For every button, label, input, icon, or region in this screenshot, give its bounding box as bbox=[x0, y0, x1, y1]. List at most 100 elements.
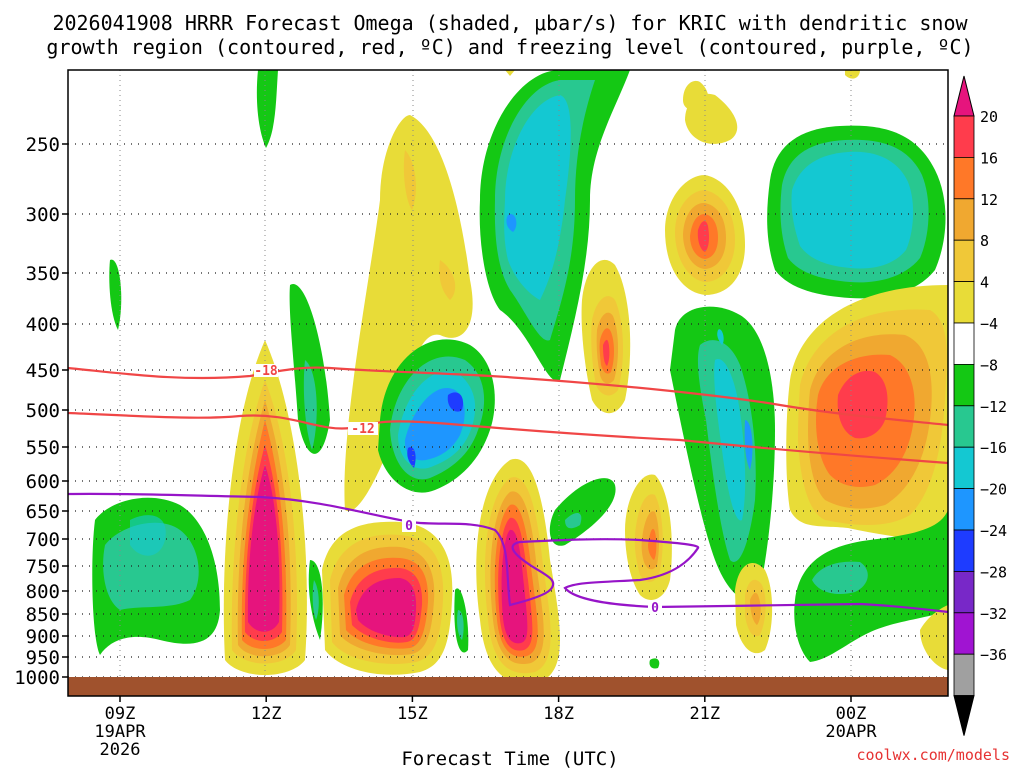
colorbar-label: −16 bbox=[980, 439, 1007, 457]
colorbar-swatch bbox=[953, 405, 975, 448]
colorbar-label: −32 bbox=[980, 605, 1007, 623]
omega-region bbox=[649, 658, 660, 669]
y-tick-label: 850 bbox=[26, 604, 60, 626]
y-tick-label: 500 bbox=[26, 400, 60, 422]
omega-region bbox=[506, 213, 517, 232]
colorbar-label: 8 bbox=[980, 232, 989, 250]
colorbar-label: −20 bbox=[980, 481, 1007, 499]
omega-region bbox=[603, 339, 610, 366]
omega-region bbox=[439, 260, 456, 300]
y-axis: 2503003504004505005506006507007508008509… bbox=[14, 134, 68, 689]
x-axis-label: Forecast Time (UTC) bbox=[401, 748, 618, 768]
omega-region bbox=[812, 561, 868, 595]
omega-region bbox=[744, 420, 753, 470]
omega-region bbox=[130, 515, 166, 556]
colorbar-swatch bbox=[953, 571, 975, 614]
y-tick-label: 450 bbox=[26, 360, 60, 382]
y-tick-label: 400 bbox=[26, 314, 60, 336]
x-tick-label: 18Z bbox=[543, 704, 574, 724]
colorbar-label: −36 bbox=[980, 646, 1007, 664]
colorbar-label: 4 bbox=[980, 274, 989, 292]
colorbar-label: 20 bbox=[980, 108, 998, 126]
y-tick-label: 750 bbox=[26, 556, 60, 578]
colorbar-swatch bbox=[953, 612, 975, 655]
colorbar-swatch bbox=[953, 446, 975, 490]
x-tick-label: 09Z bbox=[105, 704, 136, 724]
colorbar-swatch bbox=[953, 653, 975, 697]
y-tick-label: 900 bbox=[26, 626, 60, 648]
colorbar-label: 12 bbox=[980, 191, 998, 209]
omega-region bbox=[247, 465, 280, 632]
omega-region bbox=[407, 447, 416, 468]
omega-region bbox=[837, 370, 888, 439]
colorbar-label: 16 bbox=[980, 149, 998, 167]
colorbar: 20 16 12 8 4 −4 −8 −12 −16 −20 −24 −28 −32 −36 bbox=[953, 75, 1007, 736]
x-tick-label: 21Z bbox=[689, 704, 720, 724]
dgz-label-18: -18 bbox=[254, 364, 278, 379]
freezing-label-0b: 0 bbox=[651, 601, 659, 616]
x-tick-label: 15Z bbox=[397, 704, 428, 724]
dgz-minus18-line bbox=[67, 366, 949, 427]
omega-region bbox=[312, 580, 319, 620]
omega-region bbox=[920, 605, 948, 670]
dgz-minus12-line bbox=[67, 411, 949, 465]
colorbar-label: −4 bbox=[980, 315, 998, 333]
ground-bar bbox=[68, 677, 948, 696]
colorbar-label: −12 bbox=[980, 398, 1007, 416]
y-tick-label: 1000 bbox=[14, 667, 60, 689]
omega-region bbox=[256, 70, 278, 148]
y-tick-label: 650 bbox=[26, 501, 60, 523]
omega-region bbox=[845, 70, 860, 79]
colorbar-top-arrow bbox=[953, 75, 975, 117]
omega-region bbox=[505, 70, 515, 76]
colorbar-bottom-arrow bbox=[953, 695, 975, 736]
freezing-label-0a: 0 bbox=[405, 519, 413, 534]
colorbar-label: −8 bbox=[980, 356, 998, 374]
omega-region bbox=[303, 360, 317, 450]
omega-region bbox=[504, 95, 571, 300]
omega-region bbox=[794, 510, 948, 662]
omega-region bbox=[648, 528, 657, 560]
colorbar-swatch bbox=[953, 239, 975, 282]
x-tick-label: 12Z bbox=[251, 704, 282, 724]
y-tick-label: 700 bbox=[26, 529, 60, 551]
dgz-label-12: -12 bbox=[351, 422, 374, 437]
y-tick-label: 550 bbox=[26, 437, 60, 459]
omega-region bbox=[685, 93, 738, 144]
x-tick-date: 20APR bbox=[825, 722, 877, 742]
omega-region bbox=[565, 513, 582, 529]
omega-region bbox=[109, 259, 122, 330]
omega-region bbox=[549, 478, 616, 546]
colorbar-label: −24 bbox=[980, 522, 1007, 540]
colorbar-swatch bbox=[953, 198, 975, 241]
x-tick-label: 00Z bbox=[836, 704, 867, 724]
omega-region bbox=[447, 392, 464, 412]
colorbar-swatch bbox=[953, 156, 975, 200]
colorbar-label: −28 bbox=[980, 563, 1007, 581]
y-tick-label: 250 bbox=[26, 134, 60, 156]
chart-title-line1: 2026041908 HRRR Forecast Omega (shaded, … bbox=[52, 11, 968, 35]
y-tick-label: 950 bbox=[26, 647, 60, 669]
omega-region bbox=[791, 151, 914, 269]
x-tick-year: 2026 bbox=[100, 740, 141, 760]
y-tick-label: 350 bbox=[26, 263, 60, 285]
chart-title-line2: growth region (contoured, red, ºC) and f… bbox=[46, 35, 973, 59]
plot-area: -18 -12 0 0 bbox=[67, 69, 949, 697]
y-tick-label: 800 bbox=[26, 581, 60, 603]
colorbar-swatch bbox=[953, 488, 975, 531]
omega-region bbox=[103, 522, 199, 610]
omega-region bbox=[356, 578, 417, 638]
colorbar-swatch bbox=[953, 529, 975, 572]
omega-region bbox=[697, 221, 709, 252]
colorbar-swatch bbox=[953, 322, 975, 365]
omega-region bbox=[717, 329, 724, 345]
omega-region bbox=[457, 610, 464, 640]
colorbar-swatch bbox=[953, 363, 975, 407]
colorbar-swatch bbox=[953, 281, 975, 324]
y-tick-label: 300 bbox=[26, 204, 60, 226]
credit-text: coolwx.com/models bbox=[856, 746, 1010, 764]
y-tick-label: 600 bbox=[26, 471, 60, 493]
colorbar-swatch bbox=[953, 115, 975, 158]
